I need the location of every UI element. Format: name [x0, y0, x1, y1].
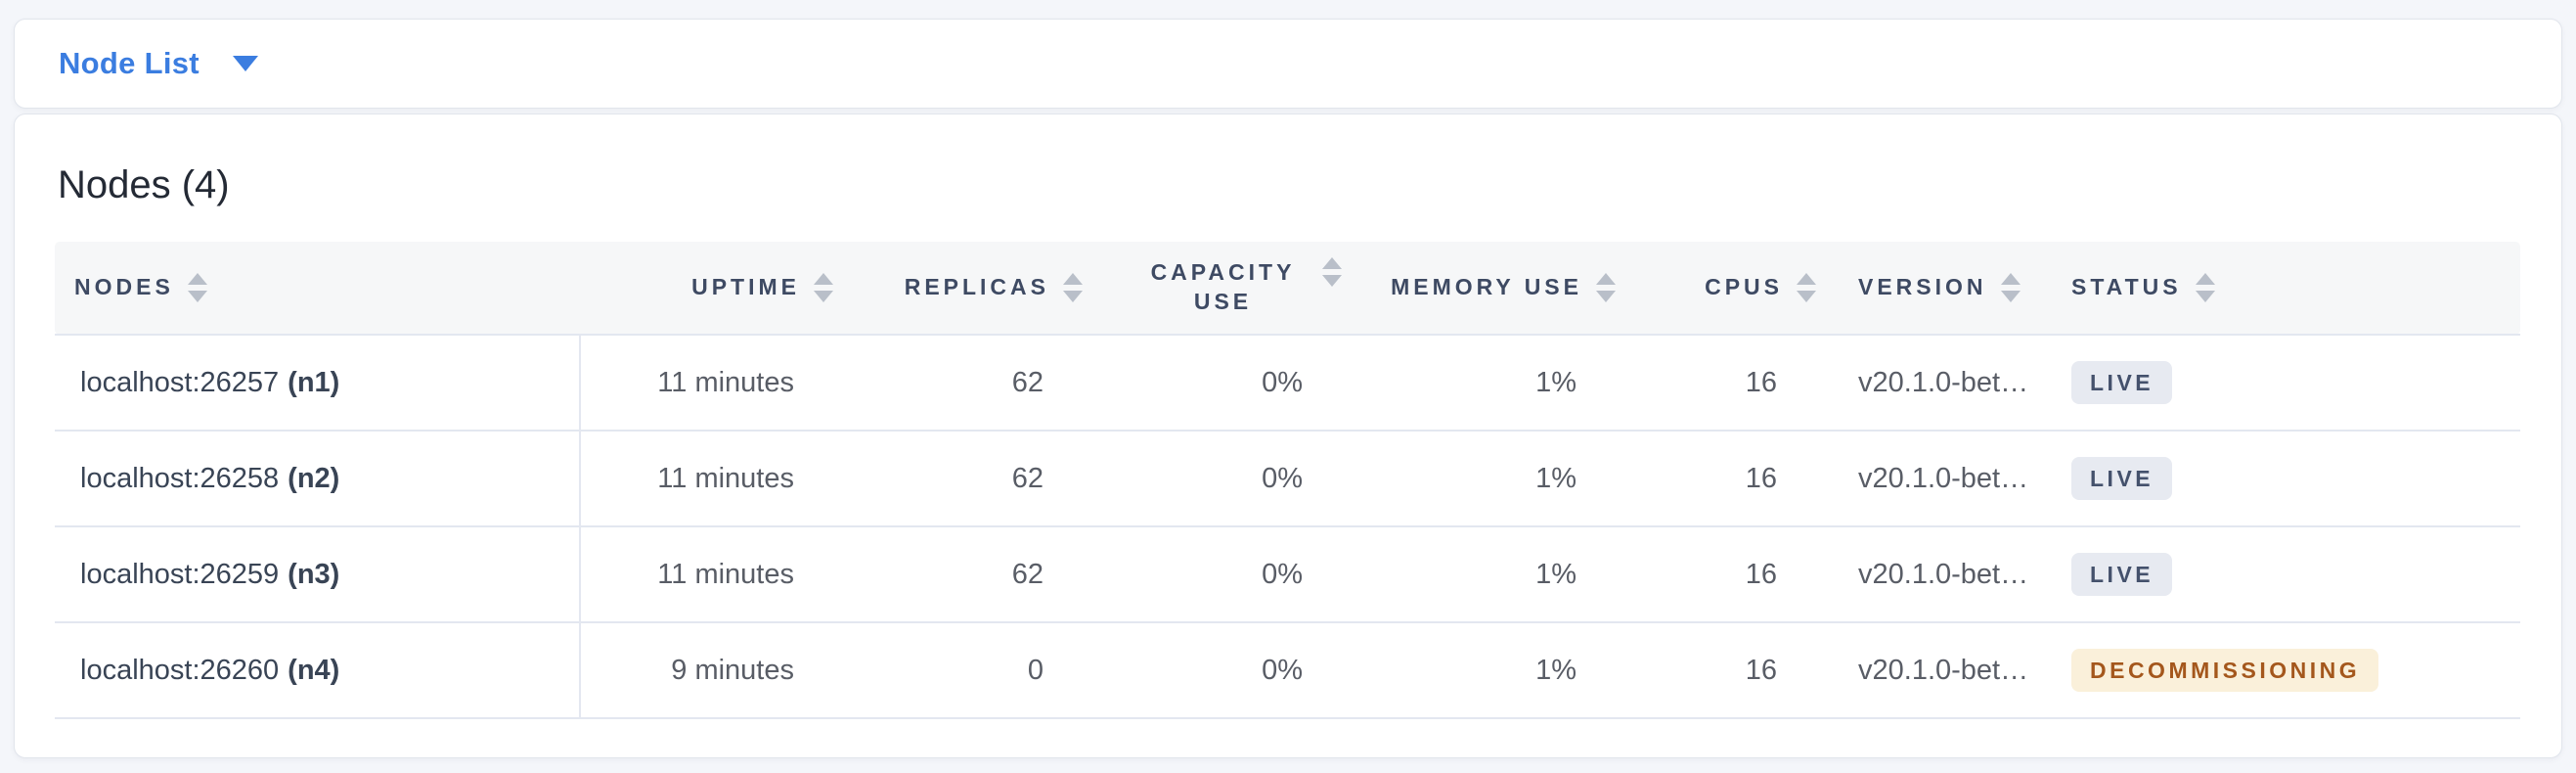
cell-memory-use: 1%: [1348, 525, 1621, 622]
status-badge: LIVE: [2071, 553, 2173, 596]
sort-icon: [1797, 273, 1816, 302]
cell-status: LIVE: [2047, 430, 2520, 526]
cell-cpus: 16: [1621, 621, 1822, 719]
cell-uptime: 11 minutes: [580, 525, 839, 622]
column-header-version[interactable]: VERSION: [1822, 242, 2047, 335]
column-label: NODES: [74, 274, 174, 300]
cell-cpus: 16: [1621, 430, 1822, 526]
node-list-dropdown[interactable]: Node List: [59, 46, 258, 81]
cell-replicas: 62: [839, 430, 1088, 526]
cell-node-address: localhost:26257 (n1): [55, 334, 581, 431]
cell-replicas: 62: [839, 525, 1088, 622]
caret-down-icon: [232, 56, 258, 71]
table-body: localhost:26257 (n1) 11 minutes 62 0% 1% …: [55, 334, 2520, 719]
cell-capacity-use: 0%: [1088, 621, 1348, 719]
node-row-n2[interactable]: localhost:26258 (n2) 11 minutes 62 0% 1% …: [55, 430, 2520, 526]
view-selector-bar: Node List: [14, 19, 2562, 109]
cell-status: DECOMMISSIONING: [2047, 621, 2520, 719]
column-label: STATUS: [2071, 274, 2182, 300]
node-row-n4[interactable]: localhost:26260 (n4) 9 minutes 0 0% 1% 16…: [55, 621, 2520, 719]
cell-memory-use: 1%: [1348, 430, 1621, 526]
node-row-n3[interactable]: localhost:26259 (n3) 11 minutes 62 0% 1% …: [55, 525, 2520, 622]
column-label: CPUS: [1705, 274, 1783, 300]
header-row: NODES UPTIME REPLICAS: [55, 242, 2520, 335]
node-id: (n1): [288, 366, 340, 398]
column-label: VERSION: [1858, 274, 1987, 300]
cell-version: v20.1.0-bet…: [1822, 430, 2047, 526]
cell-capacity-use: 0%: [1088, 334, 1348, 431]
cell-memory-use: 1%: [1348, 621, 1621, 719]
cell-cpus: 16: [1621, 525, 1822, 622]
column-label: REPLICAS: [904, 274, 1049, 300]
sort-icon: [1322, 257, 1342, 287]
cell-uptime: 11 minutes: [580, 430, 839, 526]
cell-version: v20.1.0-bet…: [1822, 334, 2047, 431]
sort-icon: [187, 273, 207, 302]
column-header-capacity-use[interactable]: CAPACITY USE: [1088, 242, 1348, 335]
node-row-n1[interactable]: localhost:26257 (n1) 11 minutes 62 0% 1% …: [55, 334, 2520, 431]
column-label: UPTIME: [691, 274, 800, 300]
cell-version: v20.1.0-bet…: [1822, 525, 2047, 622]
cell-uptime: 11 minutes: [580, 334, 839, 431]
cell-capacity-use: 0%: [1088, 430, 1348, 526]
cell-node-address: localhost:26258 (n2): [55, 430, 581, 526]
node-id: (n2): [288, 462, 340, 494]
cell-version: v20.1.0-bet…: [1822, 621, 2047, 719]
cell-replicas: 62: [839, 334, 1088, 431]
cell-uptime: 9 minutes: [580, 621, 839, 719]
column-header-uptime[interactable]: UPTIME: [580, 242, 839, 335]
cell-memory-use: 1%: [1348, 334, 1621, 431]
column-label: MEMORY USE: [1391, 274, 1582, 300]
sort-icon: [1063, 273, 1083, 302]
column-header-status[interactable]: STATUS: [2047, 242, 2520, 335]
cell-cpus: 16: [1621, 334, 1822, 431]
status-badge: DECOMMISSIONING: [2071, 649, 2379, 692]
cell-node-address: localhost:26259 (n3): [55, 525, 581, 622]
page-title: Nodes (4): [58, 163, 230, 206]
sort-icon: [2000, 273, 2021, 302]
status-badge: LIVE: [2071, 361, 2173, 404]
cell-status: LIVE: [2047, 334, 2520, 431]
cell-node-address: localhost:26260 (n4): [55, 621, 581, 719]
node-id: (n4): [288, 654, 340, 686]
sort-icon: [814, 273, 833, 302]
column-header-replicas[interactable]: REPLICAS: [839, 242, 1088, 335]
nodes-card: Nodes (4) NODES UPTIME: [14, 114, 2562, 758]
status-badge: LIVE: [2071, 457, 2173, 500]
column-label: CAPACITY USE: [1150, 259, 1296, 314]
column-header-nodes[interactable]: NODES: [55, 242, 580, 335]
cell-replicas: 0: [839, 621, 1088, 719]
node-list-dropdown-label: Node List: [59, 46, 200, 80]
node-id: (n3): [288, 558, 340, 590]
sort-icon: [2195, 273, 2215, 302]
column-header-memory-use[interactable]: MEMORY USE: [1348, 242, 1621, 335]
sort-icon: [1596, 273, 1616, 302]
table-header: NODES UPTIME REPLICAS: [55, 242, 2520, 335]
nodes-table: NODES UPTIME REPLICAS: [55, 242, 2520, 719]
cell-capacity-use: 0%: [1088, 525, 1348, 622]
cell-status: LIVE: [2047, 525, 2520, 622]
column-header-cpus[interactable]: CPUS: [1621, 242, 1822, 335]
